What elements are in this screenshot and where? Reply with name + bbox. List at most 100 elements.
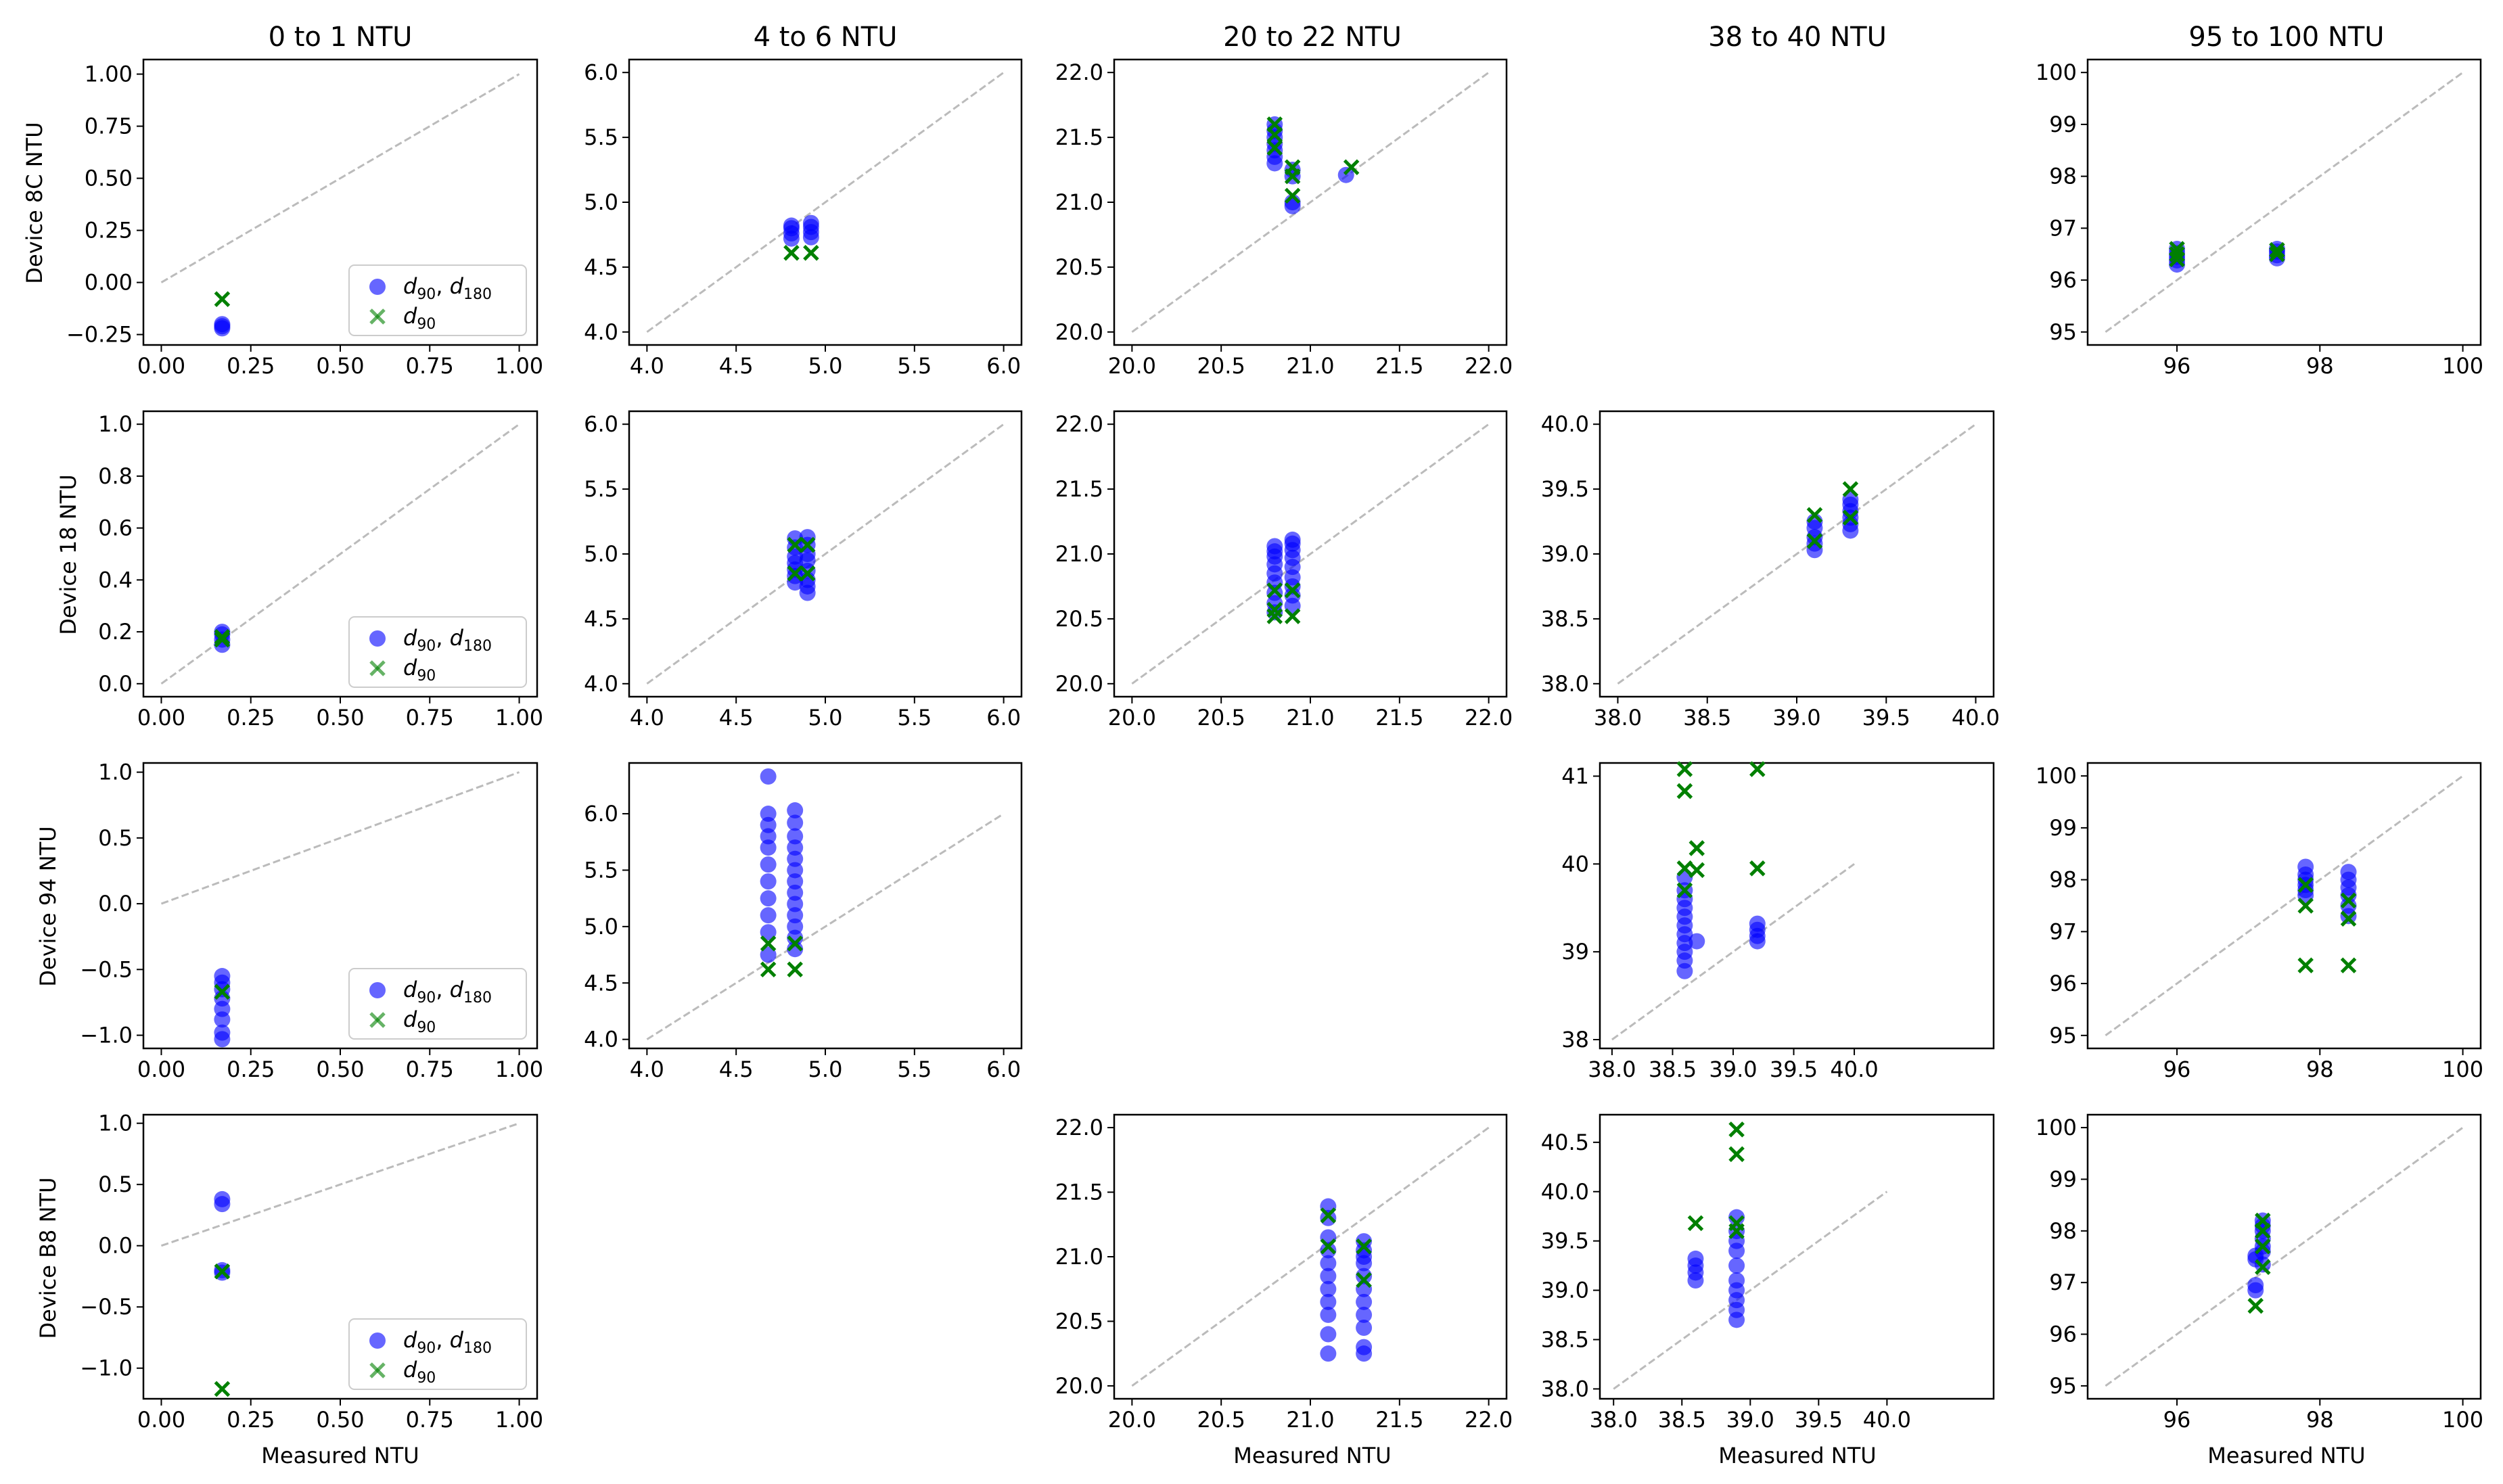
point-d90-r1c1-1 [787, 565, 803, 582]
x-tick-label-r2c3-0: 38.0 [1588, 1057, 1636, 1082]
point-d90-d180-r0c1-7 [802, 214, 819, 231]
y-tick-label-r0c0-5: 1.00 [85, 62, 133, 87]
point-d90-r3c0-0 [214, 1263, 231, 1280]
point-d90-d180-r2c1-8 [760, 816, 777, 833]
point-d90-d180-r3c2-9 [1320, 1209, 1337, 1226]
y-tick-label-r1c0-5: 1.0 [98, 411, 133, 437]
x-tick-label-r1c0-1: 0.25 [227, 705, 275, 731]
legend-marker-d90-b [369, 1012, 386, 1028]
y-tick-label-r2c4-4: 99 [2049, 815, 2077, 841]
point-d90-d180-r3c2-5 [1320, 1268, 1337, 1284]
identity-line-r0c0 [160, 73, 520, 283]
x-tick-label-r0c2-0: 20.0 [1108, 353, 1156, 379]
legend-box [348, 1318, 527, 1390]
y-tick-label-r1c0-3: 0.6 [98, 515, 133, 541]
x-tick-label-r0c1-3: 5.5 [897, 353, 932, 379]
x-tick-label-r1c0-0: 0.00 [137, 705, 185, 731]
point-d90-d180-r3c0-1 [214, 1190, 231, 1207]
x-tick-label-r0c4-1: 98 [2306, 353, 2334, 379]
y-tick-label-r3c3-5: 40.5 [1541, 1130, 1589, 1155]
y-tick-label-r1c1-0: 4.0 [584, 671, 618, 697]
point-d90-stroke-b [1806, 507, 1823, 524]
panel-r3c4: 96 98 100 95 96 97 98 99 100 [2036, 1113, 2483, 1433]
point-d90-d180-r2c1-11 [787, 941, 804, 958]
point-d90-d180-r3c2-17 [1356, 1268, 1373, 1284]
point-d90-r3c4-1 [2255, 1259, 2271, 1276]
point-d90-r0c2-5 [1284, 187, 1301, 204]
x-tick-label-r2c1-4: 6.0 [986, 1057, 1021, 1082]
point-d90-r2c1-0 [760, 935, 777, 952]
x-tick-label-r0c2-3: 21.5 [1375, 353, 1423, 379]
point-d90-d180-r2c1-1 [760, 924, 777, 941]
point-d90-stroke-b [1284, 187, 1301, 204]
y-tick-label-r3c2-0: 20.0 [1055, 1373, 1103, 1399]
y-tick-label-r2c1-3: 5.5 [584, 857, 618, 883]
point-d90-stroke-b [214, 1381, 231, 1397]
point-d90-r3c3-2 [1728, 1146, 1745, 1163]
identity-line-r3c4 [2105, 1126, 2464, 1387]
point-d90-d180-r2c1-4 [760, 873, 777, 890]
panel-r2c4: 96 98 100 95 96 97 98 99 100 [2036, 762, 2483, 1082]
point-d90-d180-r2c1-7 [760, 828, 777, 845]
point-d90-stroke-b [2169, 246, 2185, 262]
y-tick-label-r1c3-4: 40.0 [1541, 411, 1589, 437]
legend-label-d90: d90 [403, 303, 436, 333]
point-d90-r0c1-0 [783, 245, 800, 261]
point-d90-d180-r3c2-12 [1356, 1339, 1373, 1355]
column-title-4: 95 to 100 NTU [2188, 22, 2384, 53]
point-d90-stroke-b [2340, 910, 2357, 927]
panel-r1c1: 4.0 4.5 5.0 5.5 6.0 4.0 4.5 5.0 5.5 6.0 [584, 410, 1023, 731]
point-d90-stroke-b [2255, 1259, 2271, 1276]
point-d90-r1c2-3 [1284, 582, 1301, 599]
point-d90-stroke-b [2340, 957, 2357, 974]
point-d90-r0c4-1 [2169, 246, 2185, 262]
point-d90-r3c2-0 [1320, 1207, 1337, 1224]
point-d90-d180-r3c2-13 [1356, 1320, 1373, 1336]
point-d90-d180-r3c2-3 [1320, 1293, 1337, 1310]
point-d90-stroke-b [1676, 761, 1693, 777]
x-tick-label-r0c1-4: 6.0 [986, 353, 1021, 379]
x-tick-label-r1c0-2: 0.50 [316, 705, 364, 731]
x-tick-label-r0c1-2: 5.0 [808, 353, 843, 379]
point-d90-d180-r2c1-9 [760, 806, 777, 822]
x-tick-label-r1c3-2: 39.0 [1772, 705, 1820, 731]
y-tick-label-r2c4-1: 96 [2049, 971, 2077, 996]
identity-line-r2c4 [2105, 774, 2464, 1037]
y-tick-label-r3c2-4: 22.0 [1055, 1115, 1103, 1140]
identity-line-r1c0 [160, 423, 520, 685]
y-tick-label-r2c0-4: 1.0 [98, 760, 133, 785]
point-d90-stroke-b [1676, 783, 1693, 799]
point-d90-r1c3-0 [1806, 507, 1823, 524]
x-tick-label-r2c0-2: 0.50 [316, 1057, 364, 1082]
point-d90-r2c4-4 [2340, 892, 2357, 909]
point-d90-d180-r2c4-11 [2340, 864, 2357, 881]
point-d90-r1c2-4 [1284, 608, 1301, 624]
point-d90-stroke-b [1806, 533, 1823, 549]
point-d90-stroke-b [2340, 892, 2357, 909]
point-d90-stroke-b [2255, 1238, 2271, 1255]
legend-label-d90: d90 [403, 655, 436, 685]
point-d90-stroke-b [214, 291, 231, 308]
x-tick-label-r3c3-1: 38.5 [1658, 1407, 1706, 1433]
identity-line-r3c0 [160, 1122, 520, 1247]
point-d90-r1c3-1 [1806, 533, 1823, 549]
row-label-0: Device 8C NTU [22, 122, 47, 283]
point-d90-r0c2-4 [1284, 168, 1301, 185]
point-d90-r3c4-2 [2255, 1238, 2271, 1255]
legend-marker-d90-d180 [369, 630, 386, 647]
point-d90-r1c2-1 [1266, 601, 1283, 618]
axes-frame-r3c3 [1599, 1113, 1995, 1400]
point-d90-stroke-b [1284, 168, 1301, 185]
point-d90-stroke-b [760, 935, 777, 952]
panel-r3c3: 38.0 38.5 39.0 39.5 40.0 38.0 38.5 39.0 39.5 40.0… [1541, 1113, 1995, 1433]
point-d90-d180-r2c0-7 [214, 1031, 231, 1048]
point-d90-stroke-b [799, 565, 816, 582]
x-tick-label-r1c2-3: 21.5 [1375, 705, 1423, 731]
x-tick-label-r2c0-3: 0.75 [406, 1057, 454, 1082]
y-tick-label-r0c1-2: 5.0 [584, 189, 618, 215]
point-d90-stroke-b [214, 983, 231, 1000]
identity-line-r2c3 [1611, 863, 1855, 1041]
point-d90-r0c2-2 [1266, 139, 1283, 156]
identity-line-r2c0 [160, 771, 520, 905]
